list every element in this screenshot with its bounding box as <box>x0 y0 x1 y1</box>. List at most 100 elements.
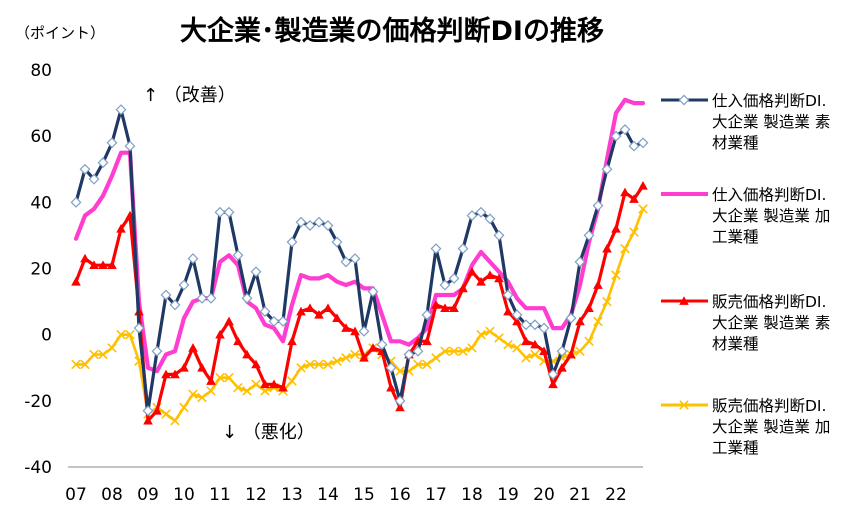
data-point <box>521 353 531 363</box>
data-point <box>88 173 100 185</box>
data-point <box>628 140 640 152</box>
data-point <box>349 253 361 265</box>
data-point <box>196 292 208 304</box>
data-point <box>251 359 261 369</box>
data-point <box>475 206 487 218</box>
x-tick-label: 11 <box>209 485 231 505</box>
data-point <box>395 366 405 376</box>
x-tick-label: 20 <box>533 485 555 505</box>
x-tick-label: 17 <box>425 485 447 505</box>
data-point <box>80 359 90 370</box>
annotation-worsen: ↓ （悪化） <box>222 422 315 443</box>
data-point <box>197 362 207 372</box>
data-point <box>620 243 630 254</box>
data-point <box>106 137 118 149</box>
data-point <box>332 356 342 366</box>
y-tick-label: -40 <box>24 458 52 478</box>
data-point <box>142 405 154 417</box>
data-point <box>259 306 271 317</box>
data-point <box>332 313 342 322</box>
data-point <box>169 299 181 311</box>
data-point <box>629 194 639 203</box>
legend-label: 大企業 製造業 素 <box>712 113 830 131</box>
data-point <box>503 339 513 350</box>
data-point <box>611 224 621 233</box>
data-point <box>493 229 505 241</box>
data-point <box>125 329 135 340</box>
data-point <box>89 349 99 360</box>
legend-label: 材業種 <box>712 134 759 152</box>
data-point <box>376 339 388 351</box>
series-layer <box>70 97 649 426</box>
y-tick-label: -20 <box>24 392 52 412</box>
data-point <box>323 359 333 370</box>
data-point <box>179 402 189 413</box>
y-tick-label: 60 <box>30 127 52 147</box>
data-point <box>494 333 504 343</box>
data-point <box>394 395 406 407</box>
data-point <box>556 345 568 357</box>
data-point <box>385 362 397 374</box>
data-point <box>242 386 252 396</box>
data-point <box>547 368 559 380</box>
series-2 <box>71 180 648 425</box>
data-point <box>592 200 604 212</box>
data-point <box>574 256 586 268</box>
x-tick-label: 10 <box>173 485 195 505</box>
data-point <box>466 210 478 222</box>
data-point <box>71 276 81 286</box>
data-point <box>296 306 306 316</box>
y-axis: 80 60 40 20 0 -20 -40 <box>24 61 52 478</box>
data-point <box>467 267 477 276</box>
x-tick-label: 21 <box>569 485 591 505</box>
data-point <box>359 353 369 362</box>
data-point <box>521 336 531 346</box>
data-point <box>584 303 594 313</box>
data-point <box>161 369 171 379</box>
data-point <box>223 206 235 218</box>
x-tick-label: 14 <box>317 485 339 505</box>
data-point <box>358 325 370 337</box>
data-point <box>161 409 171 419</box>
data-point <box>565 312 577 324</box>
data-point <box>241 292 253 304</box>
data-point <box>458 346 468 356</box>
data-point <box>584 336 594 347</box>
data-point <box>440 303 450 313</box>
data-point <box>422 359 432 370</box>
data-point <box>458 283 468 293</box>
data-point <box>476 329 486 340</box>
data-point <box>305 359 315 370</box>
data-point <box>679 296 689 305</box>
series-line <box>74 207 645 423</box>
data-point <box>440 346 450 356</box>
data-point <box>511 309 523 321</box>
x-tick-label: 12 <box>245 485 267 505</box>
data-point <box>350 326 360 336</box>
data-point <box>115 104 127 116</box>
legend-label: 工業種 <box>712 228 759 246</box>
data-point <box>368 343 378 352</box>
data-point <box>314 359 324 370</box>
data-point <box>215 372 225 383</box>
data-point <box>98 260 108 270</box>
data-point <box>206 386 216 396</box>
data-point <box>98 349 108 360</box>
data-point <box>485 270 495 279</box>
legend-label: 販売価格判断DI. <box>712 397 826 415</box>
data-point <box>529 319 541 331</box>
data-point <box>97 157 109 169</box>
data-point <box>233 382 243 393</box>
data-point <box>566 349 576 359</box>
x-tick-label: 15 <box>353 485 375 505</box>
data-point <box>313 216 325 228</box>
data-point <box>679 400 689 410</box>
data-point <box>197 392 207 403</box>
data-point <box>170 369 180 379</box>
data-point <box>205 292 217 304</box>
data-point <box>367 286 379 298</box>
data-point <box>601 163 613 175</box>
x-tick-label: 08 <box>101 485 123 505</box>
